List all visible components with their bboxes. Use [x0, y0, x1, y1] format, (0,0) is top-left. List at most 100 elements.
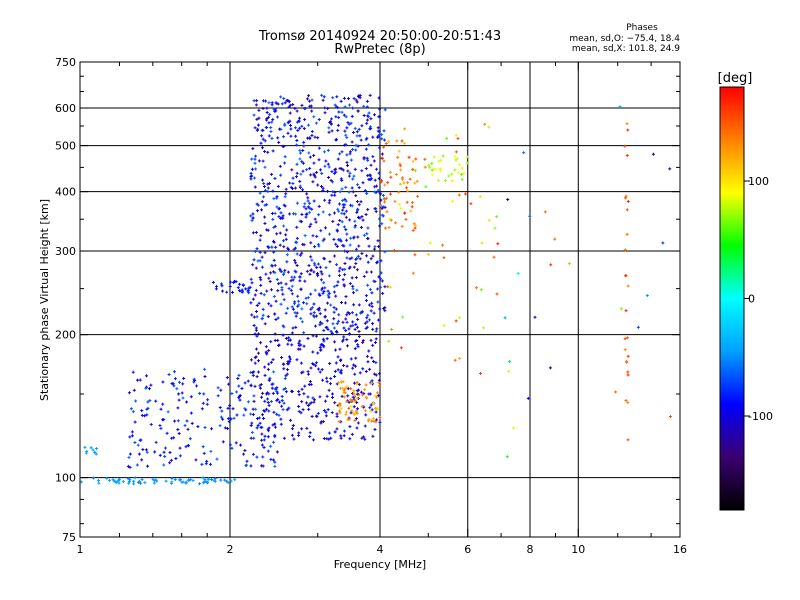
data-point — [314, 334, 318, 338]
data-point — [348, 425, 352, 429]
data-point — [273, 387, 277, 391]
data-point — [260, 146, 264, 150]
data-point — [318, 323, 322, 327]
data-point — [184, 480, 188, 484]
data-point — [381, 291, 385, 295]
data-point — [257, 370, 261, 374]
data-point — [254, 328, 258, 332]
data-point — [337, 404, 341, 408]
data-point — [297, 341, 301, 345]
data-point — [304, 207, 308, 211]
data-point — [146, 406, 150, 410]
data-point — [269, 288, 273, 292]
data-point — [311, 234, 315, 238]
data-point — [284, 374, 288, 378]
data-point — [310, 129, 314, 133]
data-point — [216, 386, 220, 390]
data-point — [298, 253, 302, 257]
data-point — [361, 340, 365, 344]
data-point — [252, 258, 256, 262]
data-point — [274, 245, 278, 249]
data-point — [239, 290, 243, 294]
data-point — [344, 387, 348, 391]
data-point — [296, 304, 300, 308]
data-point — [253, 384, 257, 388]
data-point — [164, 479, 168, 483]
data-point — [255, 202, 259, 206]
data-point — [299, 361, 303, 365]
data-point — [375, 184, 379, 188]
data-point — [299, 343, 303, 347]
data-point — [255, 209, 259, 213]
data-point — [287, 247, 291, 251]
data-point — [395, 139, 399, 143]
data-point — [133, 420, 137, 424]
data-point — [191, 479, 195, 483]
data-point — [333, 190, 337, 194]
data-point — [387, 226, 391, 230]
data-point — [307, 264, 311, 268]
data-point — [305, 269, 309, 273]
data-point — [223, 478, 227, 482]
data-point — [289, 134, 293, 138]
data-point — [368, 406, 372, 410]
data-point — [263, 251, 267, 255]
data-point — [220, 409, 224, 413]
data-point — [357, 203, 361, 207]
data-point — [136, 480, 140, 484]
data-point — [280, 216, 284, 220]
data-point — [325, 319, 329, 323]
data-point — [366, 419, 370, 423]
data-point — [299, 316, 303, 320]
data-point — [364, 294, 368, 298]
data-point — [284, 192, 288, 196]
data-point — [324, 410, 328, 414]
data-point — [371, 254, 375, 258]
data-point — [362, 156, 366, 160]
data-point — [269, 340, 273, 344]
data-point — [250, 281, 254, 285]
data-point — [352, 381, 356, 385]
data-point — [334, 115, 338, 119]
data-point — [365, 354, 369, 358]
data-point — [261, 464, 265, 468]
data-point — [295, 139, 299, 143]
data-point — [326, 148, 330, 152]
data-point — [372, 159, 376, 163]
data-point — [145, 450, 149, 454]
data-point — [303, 202, 307, 206]
data-point — [351, 323, 355, 327]
data-point — [368, 318, 372, 322]
data-point — [303, 118, 307, 122]
data-point — [366, 283, 370, 287]
data-point — [361, 181, 365, 185]
data-point — [321, 420, 325, 424]
data-point — [413, 226, 417, 230]
data-point — [308, 435, 312, 439]
data-point — [360, 124, 364, 128]
data-point — [336, 157, 340, 161]
data-point — [309, 366, 313, 370]
data-point — [249, 412, 253, 416]
data-point — [357, 186, 361, 190]
data-point — [308, 225, 312, 229]
data-point — [312, 115, 316, 119]
data-point — [284, 282, 288, 286]
data-point — [369, 163, 373, 167]
data-point — [326, 301, 330, 305]
data-point — [309, 312, 313, 316]
data-point — [249, 384, 253, 388]
data-point — [375, 327, 379, 331]
data-point — [369, 403, 373, 407]
data-point — [372, 372, 376, 376]
data-point — [357, 127, 361, 131]
data-point — [400, 224, 404, 228]
data-point — [356, 343, 360, 347]
data-point — [357, 244, 361, 248]
data-point — [383, 183, 387, 187]
data-point — [259, 283, 263, 287]
data-point — [334, 294, 338, 298]
data-point — [162, 463, 166, 467]
data-point — [294, 175, 298, 179]
data-point — [321, 98, 325, 102]
